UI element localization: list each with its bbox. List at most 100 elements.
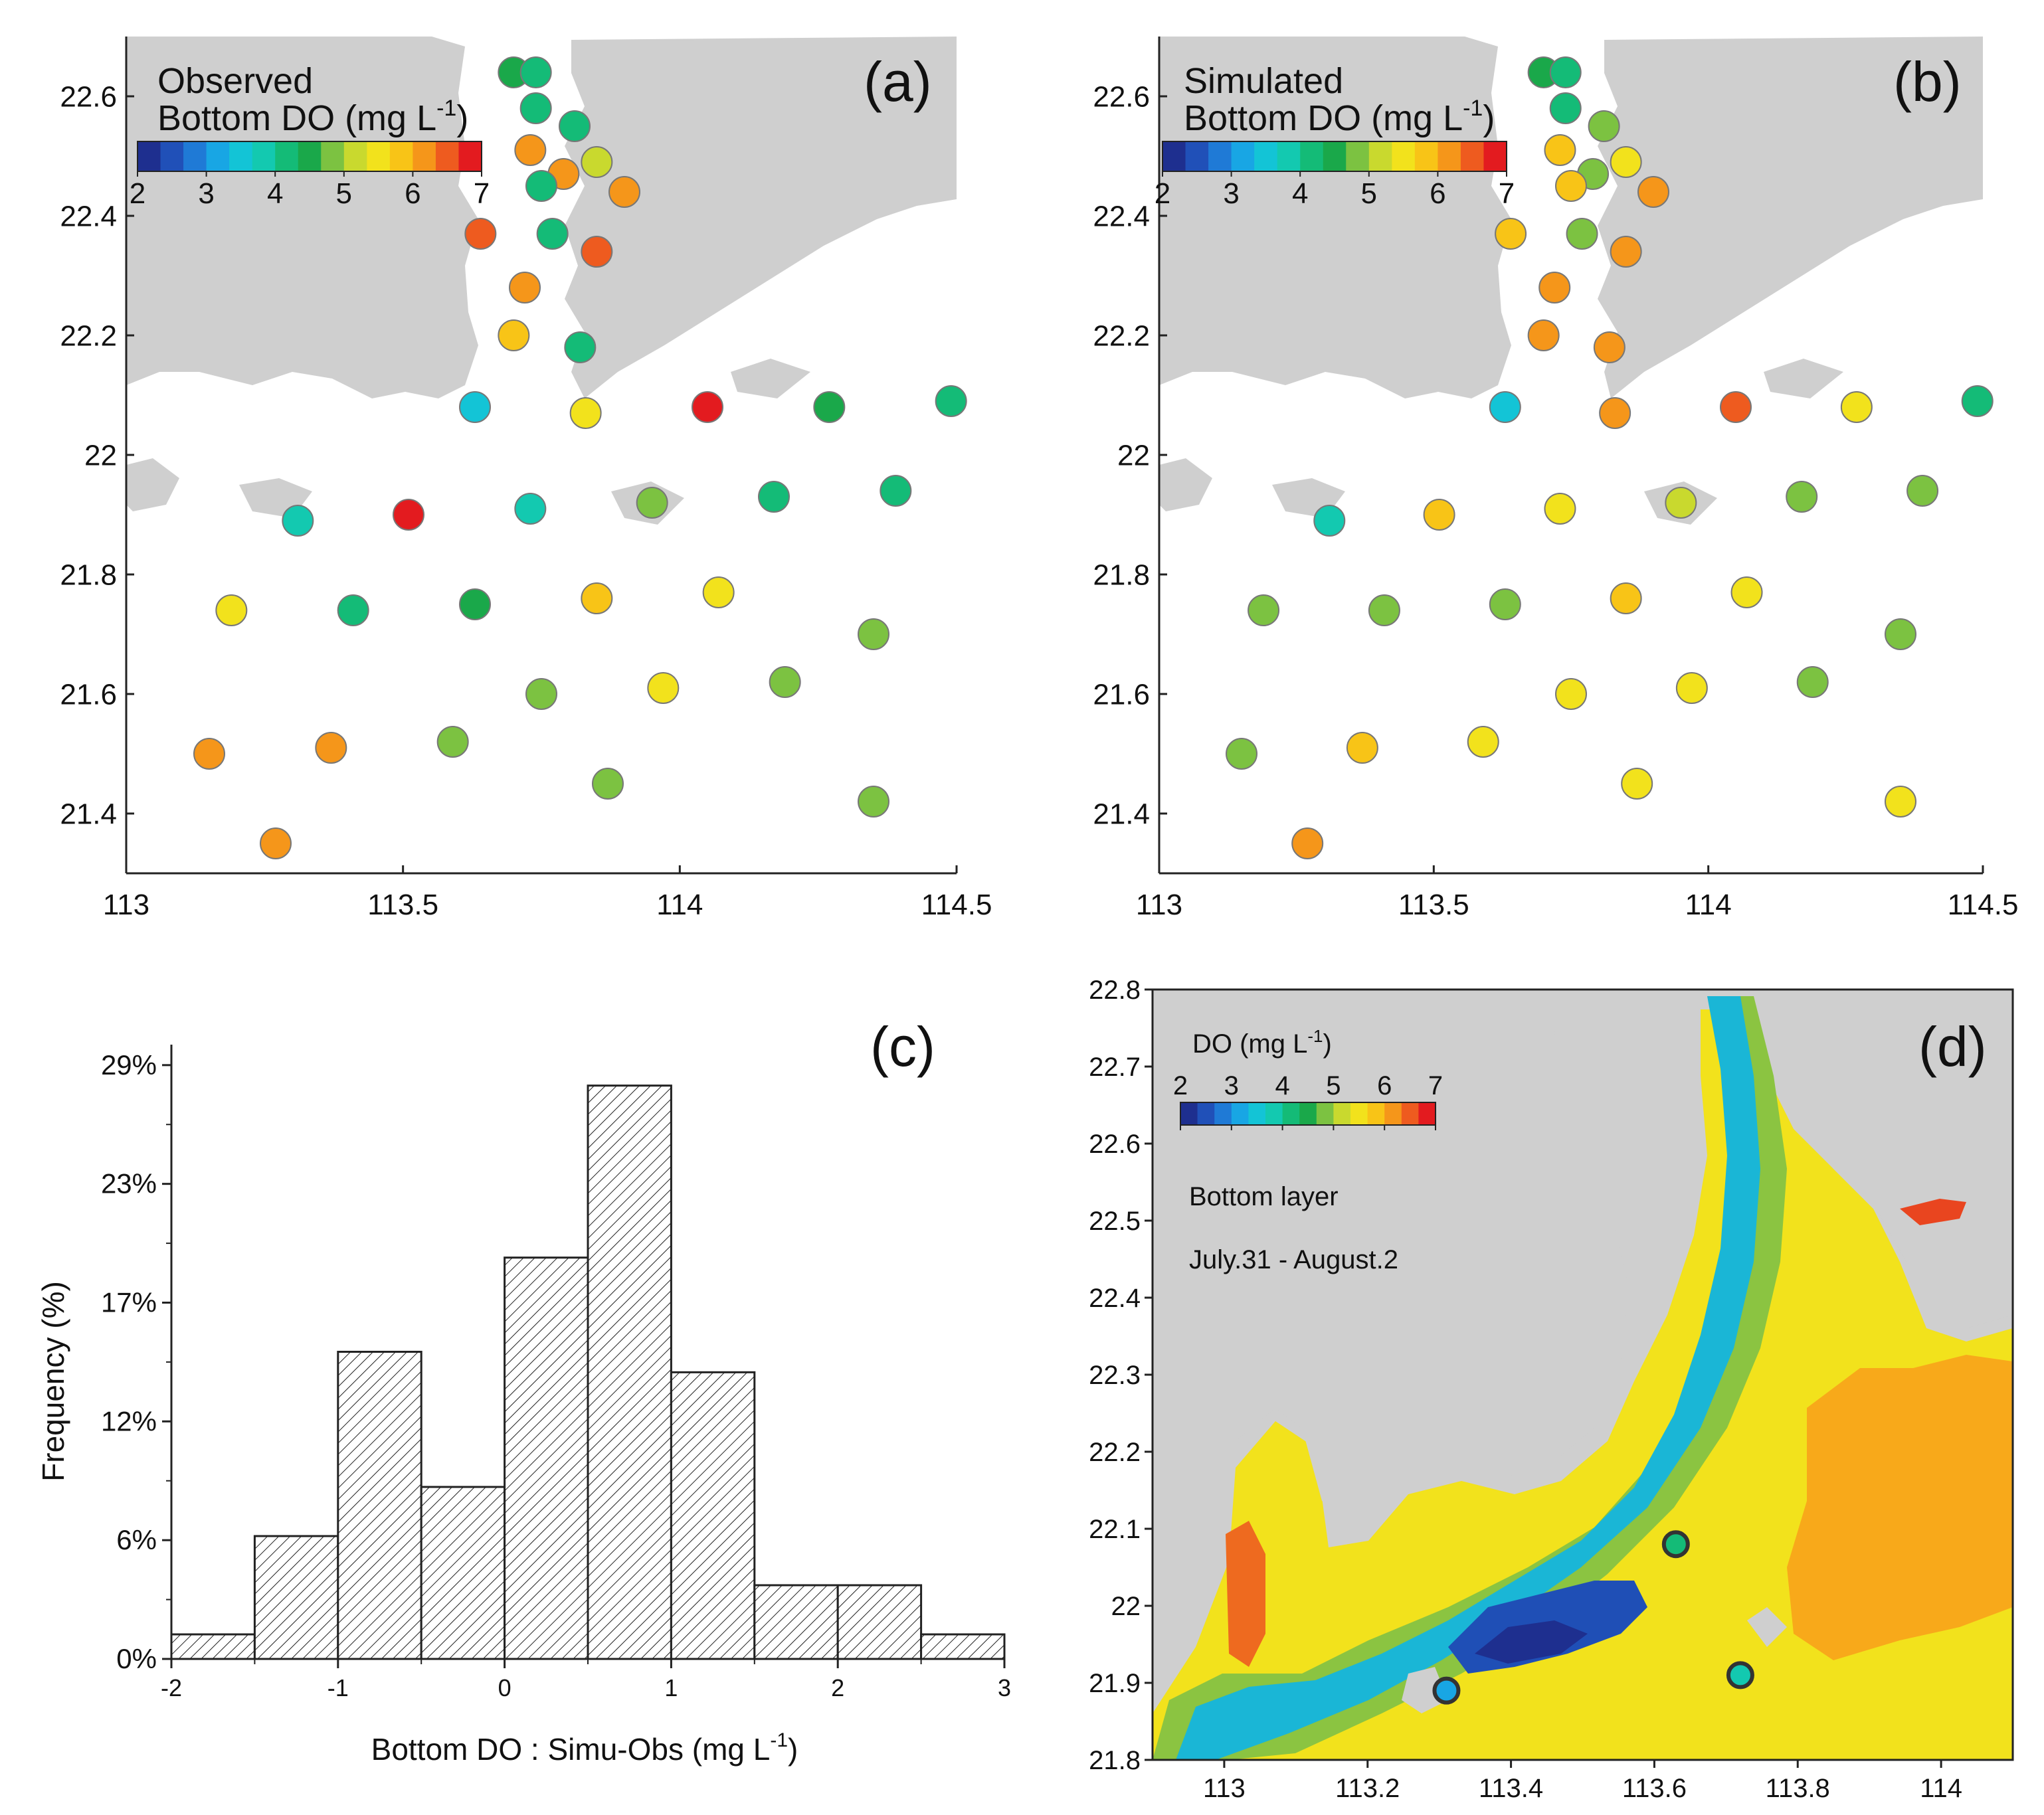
panel-c-x-tick-label: 2 <box>831 1674 844 1701</box>
panel-d-y-tick-label: 22.2 <box>1089 1438 1141 1467</box>
panel-d-colorbar-swatch <box>1231 1102 1249 1125</box>
panel-b-colorbar-swatch <box>1346 141 1370 171</box>
panel-b-station-marker <box>1610 236 1642 268</box>
panel-a-station-marker <box>692 391 723 423</box>
panel-c-x-tick-label: 3 <box>998 1674 1011 1701</box>
panel-a-station-marker <box>193 738 225 770</box>
panel-d-colorbar: 2 3 4 5 6 7 <box>1173 1071 1443 1130</box>
panel-c-x-tick-label: 0 <box>498 1674 511 1701</box>
panel-b-station-marker <box>1544 493 1576 525</box>
panel-a-station-marker <box>464 218 497 250</box>
panel-a-station-marker <box>769 666 801 698</box>
panel-b-colorbar-swatch <box>1438 141 1461 171</box>
panel-b-y-tick-label: 22 <box>1117 439 1150 472</box>
panel-c: -2 -1 0 1 2 3 0% 6% 12% 17% 23% 29% (c) Frequency (… <box>36 1015 1011 1767</box>
panel-b-y-tick-label: 21.8 <box>1093 559 1150 591</box>
panel-b-colorbar-tick-label: 6 <box>1430 177 1445 210</box>
panel-b-station-marker <box>1588 110 1620 142</box>
panel-d-green-band <box>1153 996 1787 1760</box>
panel-b-y-tick-label: 22.4 <box>1093 200 1150 232</box>
panel-a-station-marker <box>581 236 613 268</box>
panel-d-y-tick-label: 22.1 <box>1089 1515 1141 1544</box>
panel-a-station-marker <box>509 272 541 303</box>
panel-d-colorbar-tick-label: 7 <box>1428 1071 1443 1100</box>
panel-d-y-tick-label: 22.6 <box>1089 1130 1141 1159</box>
panel-d-station-marker <box>1661 1530 1690 1559</box>
panel-d-station-marker <box>1432 1676 1461 1705</box>
panel-a-station-marker <box>519 56 552 88</box>
panel-d-x-tick-label: 113.6 <box>1622 1774 1687 1803</box>
panel-b-colorbar-tick-label: 4 <box>1292 177 1308 210</box>
panel-a-station-marker <box>581 146 613 178</box>
panel-b-title-line1: Simulated <box>1184 61 1343 101</box>
panel-b-x-tick-label: 114.5 <box>1948 889 2019 921</box>
panel-a-colorbar-frame <box>137 141 482 172</box>
panel-b-station-marker <box>1527 319 1560 351</box>
panel-b-colorbar-tick-label: 5 <box>1361 177 1377 210</box>
panel-a-x-tick-label: 113 <box>103 889 149 921</box>
panel-b-station-marker <box>1885 786 1916 818</box>
panel-b-station-marker <box>1675 672 1708 704</box>
panel-b-colorbar-swatch <box>1254 141 1278 171</box>
panel-d-y-tick-label: 22.4 <box>1089 1284 1141 1313</box>
panel-b-colorbar-swatch <box>1483 141 1507 171</box>
panel-b-label: (b) <box>1893 50 1962 113</box>
panel-b-station-marker <box>1226 738 1257 770</box>
panel-d-colorbar-swatch <box>1197 1102 1215 1125</box>
panel-a-colorbar-swatch <box>343 141 367 171</box>
panel-c-label: (c) <box>870 1015 935 1078</box>
panel-b-station-marker <box>1610 146 1642 178</box>
panel-a-station-marker <box>758 481 790 513</box>
panel-c-y-tick-label: 29% <box>101 1049 157 1080</box>
panel-a-colorbar-tick-label: 3 <box>198 177 214 210</box>
panel-c-x-tick-label: -1 <box>327 1674 349 1701</box>
panel-b-station-marker <box>1961 385 1994 417</box>
panel-a-station-marker <box>880 475 912 507</box>
panel-d-y-tick-label: 22 <box>1111 1592 1141 1621</box>
panel-d-colorbar-swatch <box>1384 1102 1402 1125</box>
panel-c-bar <box>836 1584 923 1660</box>
panel-a-station-marker <box>858 786 889 818</box>
panel-a-station-marker <box>858 618 889 650</box>
panel-a-colorbar-tick-label: 7 <box>474 177 490 210</box>
panel-d-colorbar-swatch <box>1265 1102 1283 1125</box>
panel-a-colorbar-tick-label: 2 <box>130 177 145 210</box>
panel-b-colorbar-swatch <box>1277 141 1301 171</box>
panel-b-station-marker <box>1730 576 1763 608</box>
panel-b-colorbar: 2 3 4 5 6 7 <box>1155 141 1515 210</box>
panel-a-colorbar: 2 3 4 5 6 7 <box>130 141 490 210</box>
panel-b-station-marker <box>1555 170 1587 202</box>
panel-b-station-marker <box>1467 726 1499 758</box>
panel-a-station-marker <box>393 499 424 531</box>
panel-b-colorbar-swatch <box>1231 141 1255 171</box>
panel-a-y-tick-label: 22.4 <box>60 200 117 232</box>
panel-b-station-marker <box>1555 678 1587 710</box>
panel-d-colorbar-swatch <box>1180 1102 1198 1125</box>
panel-c-y-tick-label: 23% <box>101 1168 157 1199</box>
panel-d-annotation-period: July.31 - August.2 <box>1189 1245 1398 1274</box>
panel-b-x-tick-label: 114 <box>1685 889 1732 921</box>
panel-a-station-marker <box>935 385 967 417</box>
panel-d-colorbar-swatch <box>1299 1102 1317 1125</box>
panel-d-colorbar-swatch <box>1401 1102 1419 1125</box>
panel-a-station-marker <box>813 391 846 423</box>
panel-b-station-marker <box>1906 475 1939 507</box>
panel-b-axes: 113 113.5 114 114.521.421.621.82222.222.422… <box>1093 37 2018 921</box>
panel-a-y-tick-label: 22 <box>84 439 117 472</box>
panel-a-x-tick-label: 114 <box>656 889 703 921</box>
panel-a-colorbar-swatch <box>413 141 436 171</box>
panel-b-colorbar-swatch <box>1414 141 1438 171</box>
panel-a-station-marker <box>215 594 248 626</box>
panel-a-colorbar-swatch <box>138 141 161 171</box>
panel-b-colorbar-frame <box>1162 141 1507 172</box>
panel-a-station-marker <box>315 732 347 764</box>
panel-a-title-line1: Observed <box>157 61 313 101</box>
panel-d-label: (d) <box>1918 1015 1987 1078</box>
panel-d-colorbar-frame <box>1180 1102 1436 1126</box>
panel-d: 113 113.2 113.4 113.6 113.8 114 21.8 21.9 22 22.1… <box>1089 976 2014 1803</box>
panel-d-y-tick-label: 22.7 <box>1089 1053 1141 1082</box>
panel-b-x-tick-label: 113.5 <box>1398 889 1469 921</box>
panel-a-station-marker <box>536 218 569 250</box>
panel-a-colorbar-tick-label: 6 <box>405 177 420 210</box>
panel-d-y-tick-label: 22.8 <box>1089 976 1141 1005</box>
